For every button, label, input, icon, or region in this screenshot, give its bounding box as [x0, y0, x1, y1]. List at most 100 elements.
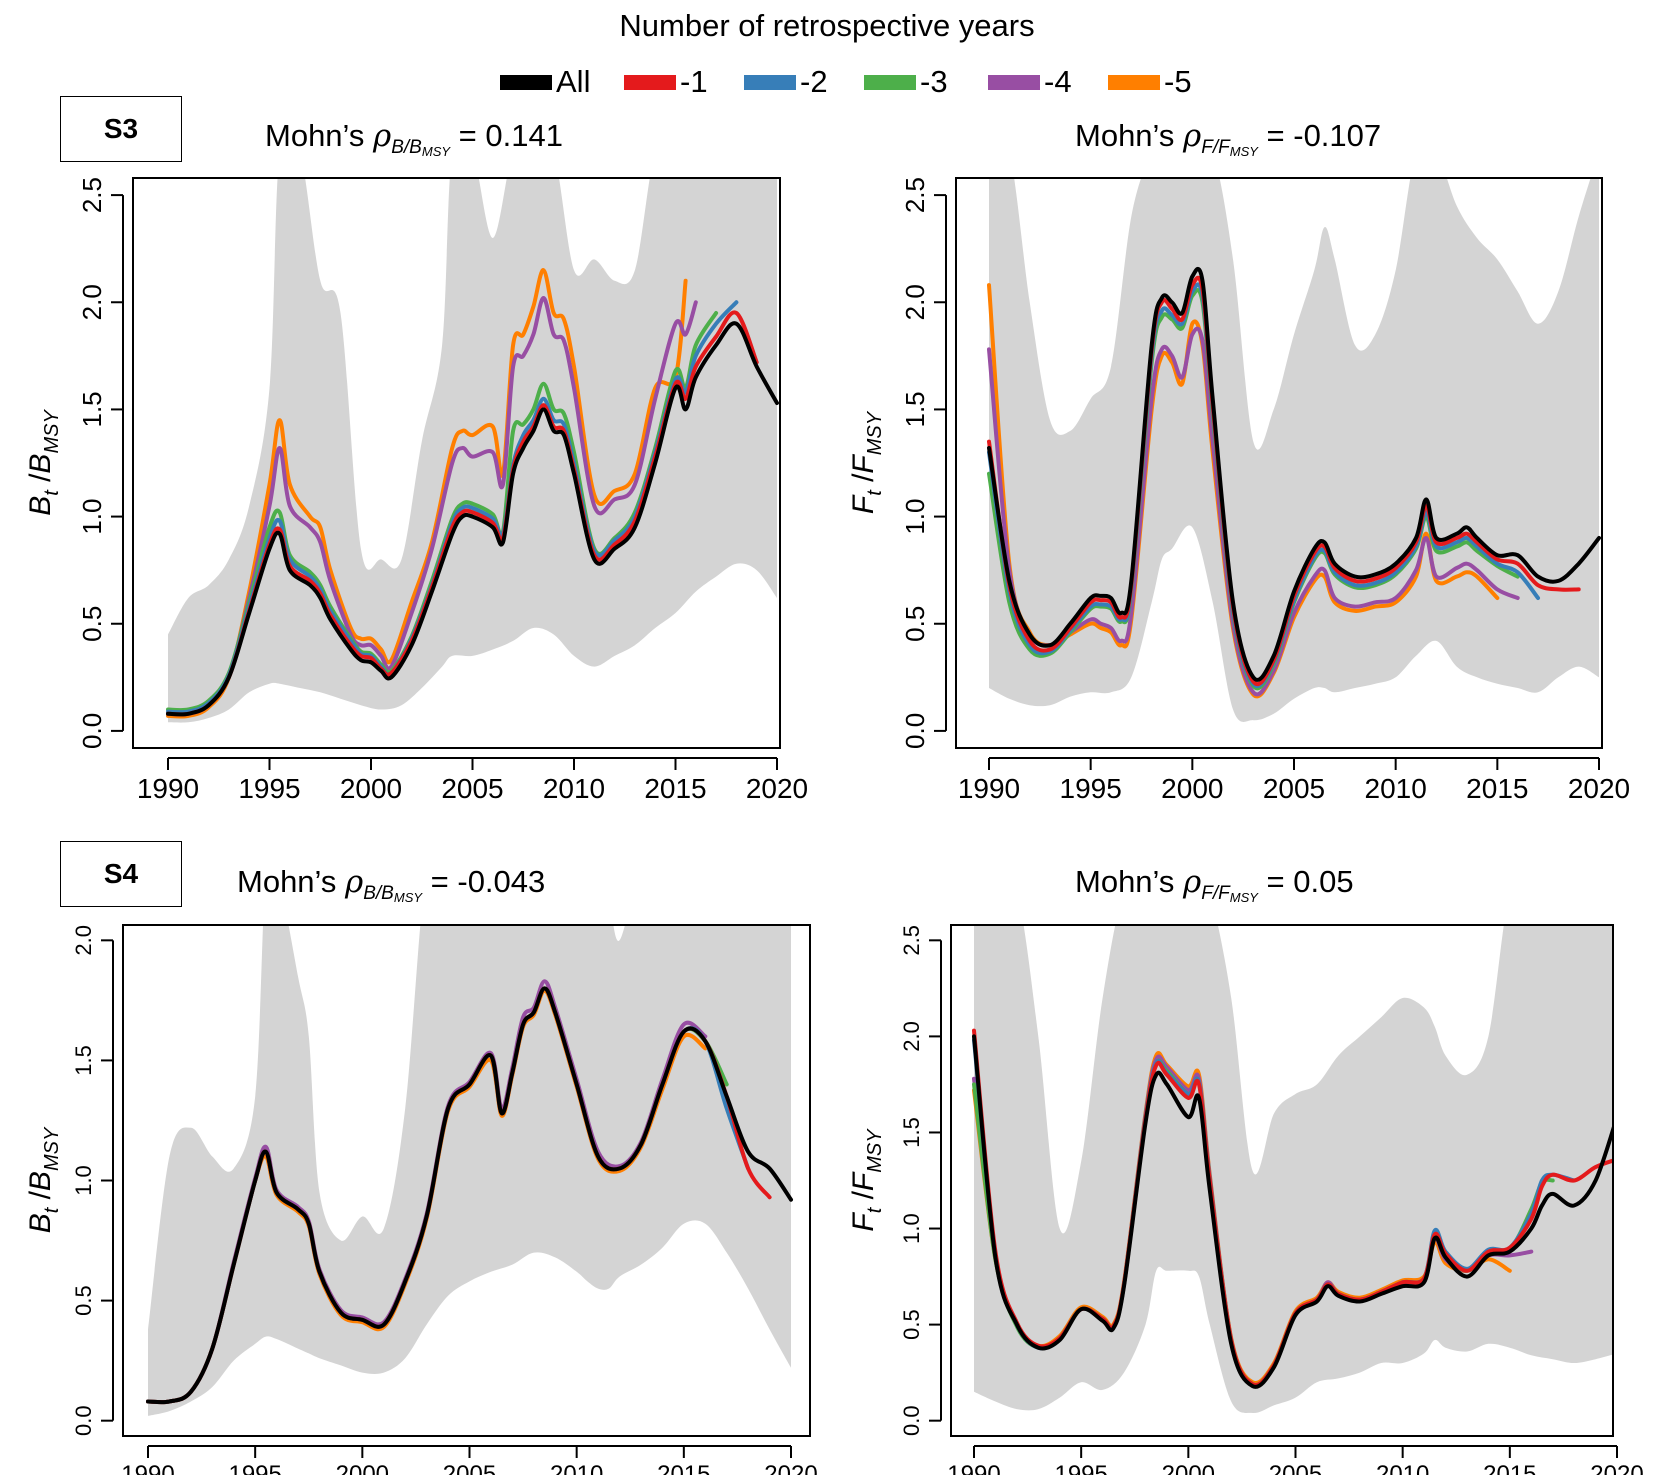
- y-tick-label: 1.0: [71, 1165, 96, 1196]
- x-tick-label: 1990: [958, 773, 1020, 804]
- y-tick-label: 0.0: [900, 713, 930, 749]
- x-tick-label: 2015: [1466, 773, 1528, 804]
- x-tick-label: 2000: [336, 1461, 389, 1475]
- panel-s3-f: 1990 1995 2000 2005 2010 2015 2020 0.0 0.5 1.0 1.5…: [847, 177, 1630, 804]
- x-tick-label: 1995: [1054, 1461, 1107, 1475]
- legend-label-minus-1: -1: [680, 64, 708, 99]
- rho-symbol: ρ: [1183, 118, 1202, 154]
- y-tick-label: 1.5: [71, 1045, 96, 1076]
- y-tick-label: 1.0: [899, 1213, 924, 1244]
- series-line-all: [987, 267, 1601, 682]
- y-tick-label: 0.0: [899, 1405, 924, 1436]
- plot-area: [987, 178, 1601, 722]
- y-tick-label: 0.5: [900, 606, 930, 642]
- confidence-band: [989, 178, 1599, 722]
- y-tick-label: 0.0: [71, 1405, 96, 1436]
- x-tick-label: 2005: [1263, 773, 1325, 804]
- title-sub-msy: MSY: [1229, 890, 1258, 906]
- title-sub-ratio: F/F: [1201, 883, 1230, 905]
- x-tick-label: 2005: [441, 773, 503, 804]
- x-tick-label: 2020: [764, 1461, 817, 1475]
- x-tick-label: 2015: [644, 773, 706, 804]
- y-tick-label: 1.5: [77, 391, 107, 427]
- plot-area: [146, 925, 793, 1416]
- title-sub-msy: MSY: [421, 144, 451, 160]
- legend-title: Number of retrospective years: [619, 8, 1035, 43]
- legend-label-minus-3: -3: [920, 64, 948, 99]
- panel-s4-f: 1990 1995 2000 2005 2010 2015 2020 0.0 0.5 1.0 1.5…: [847, 924, 1644, 1475]
- title-value: = -0.107: [1266, 118, 1382, 153]
- title-prefix: Mohn’s: [1075, 118, 1175, 153]
- confidence-band: [974, 925, 1613, 1414]
- plot-frame: [950, 924, 1614, 1437]
- plot-area: [166, 178, 779, 723]
- title-prefix: Mohn’s: [265, 118, 365, 153]
- x-tick-label: 2000: [1161, 773, 1223, 804]
- series-line-minus-5: [166, 268, 688, 719]
- legend-item-minus-3: -3: [864, 62, 948, 102]
- x-tick-label: 1995: [228, 1461, 281, 1475]
- x-tick-label: 1990: [137, 773, 199, 804]
- title-sub-msy: MSY: [1229, 144, 1258, 160]
- y-axis-label: Bt /BMSY: [24, 1126, 63, 1233]
- legend-swatch-minus-5: [1108, 74, 1160, 90]
- y-axis-label: Ft /FMSY: [847, 1128, 886, 1232]
- panel-s3-b: 1990 1995 2000 2005 2010 2015 2020 0.0 0.5 1.0 1.5…: [24, 177, 808, 804]
- series-line-minus-4: [166, 296, 698, 717]
- title-sub-ratio: B/B: [391, 137, 422, 159]
- panel-s4-b: 1990 1995 2000 2005 2010 2015 2020 0.0 0.5 1.0 1.5…: [24, 924, 818, 1475]
- legend: All -1 -2 -3 -4 -5: [0, 62, 1654, 102]
- series-line-minus-4: [987, 326, 1520, 697]
- legend-swatch-minus-1: [624, 74, 676, 90]
- plot-area: [972, 925, 1613, 1414]
- x-tick-label: 2020: [1568, 773, 1630, 804]
- y-tick-label: 0.5: [77, 606, 107, 642]
- confidence-band: [168, 178, 777, 723]
- legend-label-minus-2: -2: [800, 64, 828, 99]
- y-tick-label: 0.5: [71, 1285, 96, 1316]
- title-prefix: Mohn’s: [237, 864, 337, 899]
- x-tick-label: 1990: [121, 1461, 174, 1475]
- legend-label-minus-5: -5: [1164, 64, 1192, 99]
- x-tick-label: 2000: [1162, 1461, 1215, 1475]
- x-tick-label: 2000: [340, 773, 402, 804]
- title-value: = 0.141: [458, 118, 563, 153]
- x-tick-label: 2020: [746, 773, 808, 804]
- plot-frame: [955, 177, 1603, 749]
- legend-swatch-minus-2: [744, 74, 796, 90]
- title-sub-ratio: B/B: [363, 883, 394, 905]
- y-tick-label: 0.5: [899, 1309, 924, 1340]
- legend-label-all: All: [556, 64, 591, 99]
- y-tick-label: 2.0: [900, 284, 930, 320]
- x-tick-label: 1995: [1060, 773, 1122, 804]
- title-s4-b: Mohn’s ρB/BMSY = -0.043: [237, 864, 545, 905]
- x-tick-label: 1990: [947, 1461, 1000, 1475]
- title-s3-f: Mohn’s ρF/FMSY = -0.107: [1075, 118, 1381, 159]
- y-tick-label: 2.5: [899, 925, 924, 956]
- x-tick-label: 2005: [443, 1461, 496, 1475]
- y-tick-label: 2.5: [900, 177, 930, 213]
- legend-item-minus-4: -4: [988, 62, 1072, 102]
- title-value: = -0.043: [430, 864, 546, 899]
- legend-swatch-minus-3: [864, 74, 916, 90]
- scenario-label-s4: S4: [60, 841, 182, 907]
- y-axis-label: Ft /FMSY: [847, 410, 886, 514]
- legend-item-minus-5: -5: [1108, 62, 1192, 102]
- series-line-all: [166, 321, 779, 717]
- y-tick-label: 2.0: [899, 1021, 924, 1052]
- x-tick-label: 2010: [1365, 773, 1427, 804]
- y-tick-label: 1.0: [900, 499, 930, 535]
- plot-frame: [122, 924, 811, 1437]
- x-tick-label: 1995: [238, 773, 300, 804]
- rho-symbol: ρ: [1183, 864, 1202, 900]
- scenario-label-s3: S3: [60, 96, 182, 162]
- y-tick-label: 2.0: [71, 925, 96, 956]
- series-line-all: [972, 1034, 1613, 1389]
- legend-swatch-minus-4: [988, 74, 1040, 90]
- title-value: = 0.05: [1266, 864, 1354, 899]
- title-sub-msy: MSY: [393, 890, 423, 906]
- rho-symbol: ρ: [373, 118, 392, 154]
- title-s4-f: Mohn’s ρF/FMSY = 0.05: [1075, 864, 1354, 905]
- legend-item-minus-2: -2: [744, 62, 828, 102]
